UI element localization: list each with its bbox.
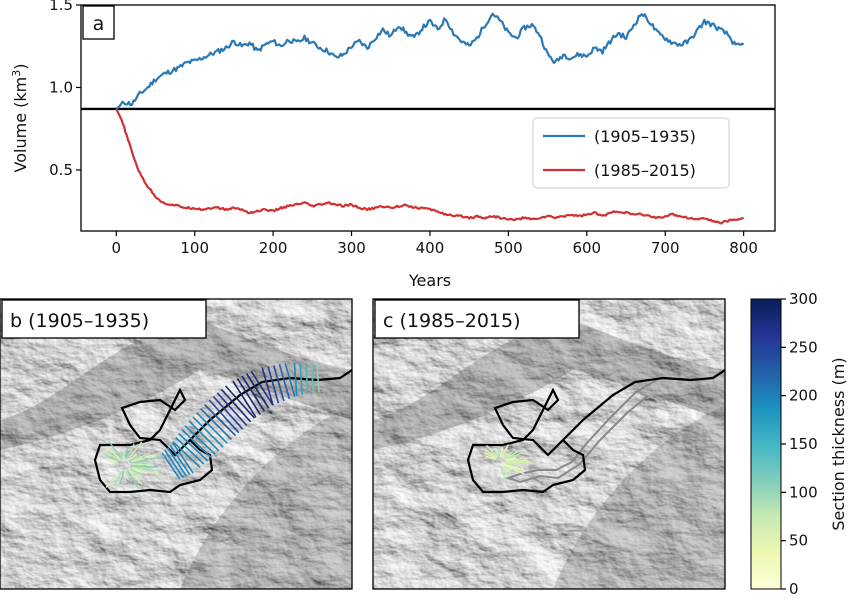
panel-b-label: b (1905–1935)	[10, 310, 149, 332]
colorbar-tick-label: 50	[789, 532, 808, 550]
legend-label-1905-1935: (1905–1935)	[594, 127, 696, 146]
colorbar-label: Section thickness (m)	[829, 357, 848, 530]
x-tick-label: 700	[651, 239, 680, 257]
colorbar-tick-label: 200	[789, 387, 818, 405]
y-axis-label: Volume (km3)	[10, 64, 30, 173]
legend: (1905–1935) (1985–2015)	[533, 118, 729, 188]
map-panel-b: b (1905–1935)	[0, 299, 352, 589]
panel-c-label: c (1985–2015)	[383, 310, 521, 332]
y-tick-label: 1.0	[49, 78, 73, 96]
x-tick-label: 300	[337, 239, 366, 257]
x-tick-label: 0	[112, 239, 122, 257]
x-tick-label: 500	[494, 239, 523, 257]
x-tick-label: 100	[180, 239, 209, 257]
x-tick-label: 400	[416, 239, 445, 257]
colorbar-tick-label: 300	[789, 290, 818, 308]
x-tick-label: 200	[259, 239, 288, 257]
series-line-1905-1935	[116, 14, 743, 109]
colorbar: 0 50 100 150 200 250 300 Section thickness (m)	[751, 290, 848, 595]
colorbar-bar	[751, 299, 781, 589]
x-tick-label: 800	[729, 239, 758, 257]
legend-label-1985-2015: (1985–2015)	[594, 161, 696, 180]
x-tick-label: 600	[572, 239, 601, 257]
colorbar-tick-label: 250	[789, 338, 818, 356]
panel-a-label: a	[93, 13, 105, 35]
colorbar-tick-label: 0	[789, 580, 799, 595]
y-tick-label: 1.5	[49, 0, 73, 14]
y-tick-label: 0.5	[49, 161, 73, 179]
colorbar-tick-label: 150	[789, 435, 818, 453]
colorbar-tick-label: 100	[789, 483, 818, 501]
volume-chart: 0 100 200 300 400 500 600 700 800 0.5 1.0 1.5 Volum…	[10, 0, 775, 290]
x-axis-label: Years	[408, 271, 451, 290]
colorbar-ticks: 0 50 100 150 200 250 300	[781, 290, 818, 595]
map-panel-c: c (1985–2015)	[373, 299, 725, 589]
